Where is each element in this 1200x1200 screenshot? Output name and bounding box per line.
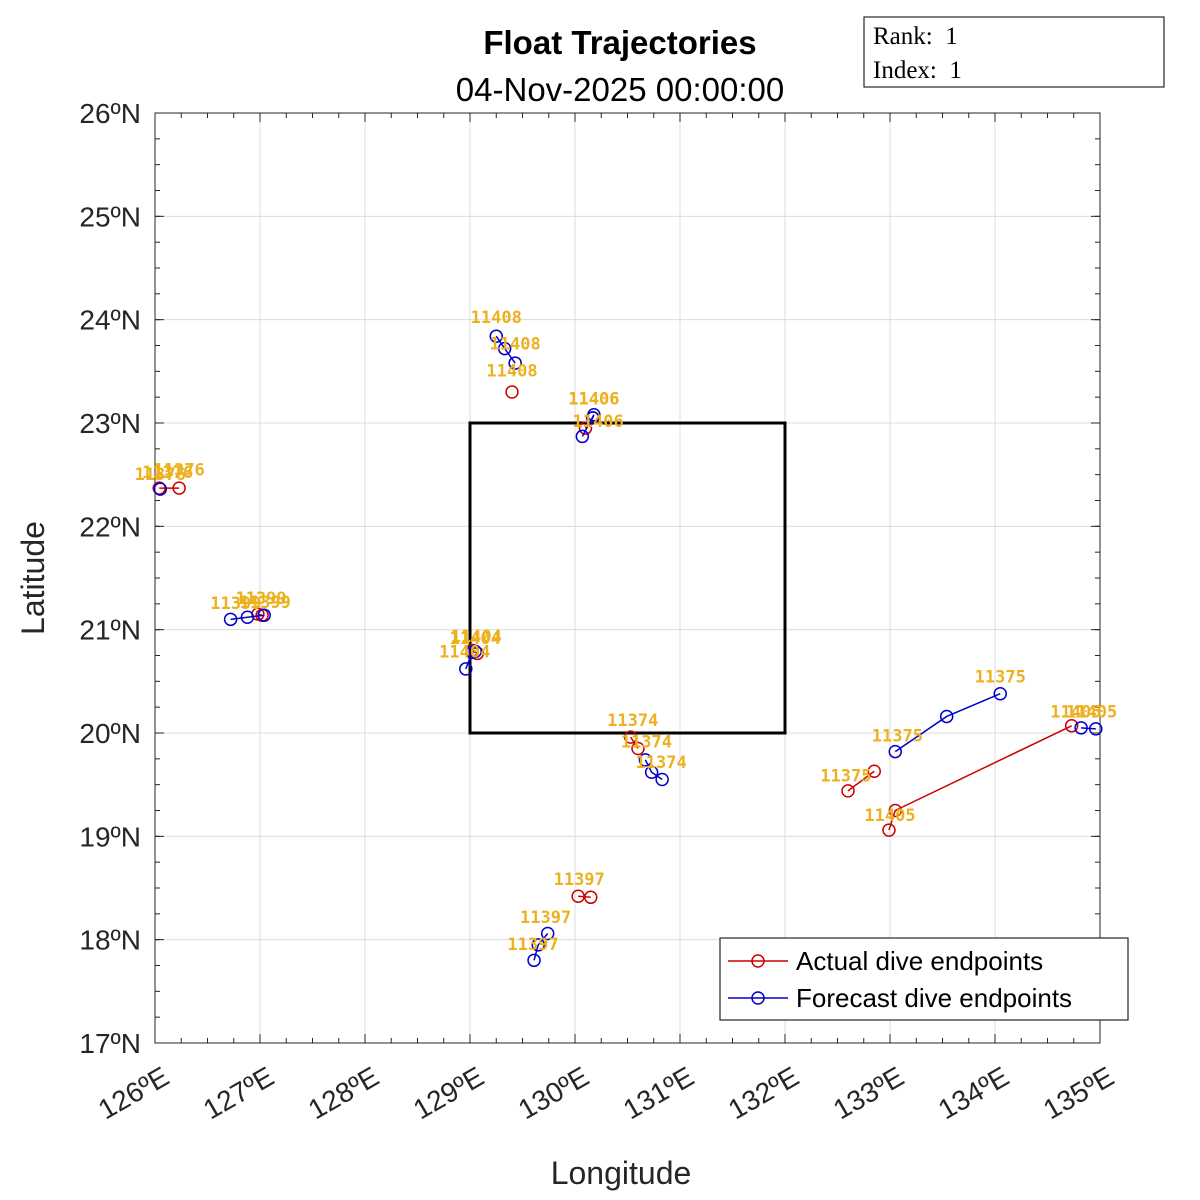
actual-endpoint-11397: [584, 890, 598, 905]
y-tick-label: 25ºN: [79, 201, 141, 232]
y-tick-label: 17ºN: [79, 1028, 141, 1059]
float-id-label: 11376: [154, 461, 205, 481]
series-forecast: [153, 329, 1103, 968]
actual-endpoint-11406: [578, 421, 593, 435]
float-id-label: 11399: [210, 594, 261, 614]
legend: Actual dive endpoints Forecast dive endp…: [719, 937, 1129, 1021]
y-tick-label: 26ºN: [79, 98, 141, 129]
forecast-endpoint-11376: [153, 482, 167, 496]
legend-forecast-label: Forecast dive endpoints: [796, 983, 1072, 1013]
legend-actual-marker: [751, 954, 765, 968]
chart-title: Float Trajectories: [483, 24, 756, 61]
actual-endpoint-11405: [1064, 719, 1079, 733]
float-id-label: 11405: [1050, 703, 1101, 723]
float-id-label: 11374: [621, 732, 672, 752]
actual-track-11374: [630, 736, 639, 749]
forecast-endpoint-11406: [586, 411, 600, 425]
info-index: Index: 1: [873, 57, 962, 84]
actual-endpoint-11375: [867, 764, 881, 778]
float-id-label: 11405: [1066, 703, 1117, 723]
float-id-labels: 1140811408114081140611406114061137611376…: [135, 308, 1118, 955]
region-box: [468, 421, 787, 735]
forecast-track-11374: [644, 759, 663, 781]
float-id-label: 11397: [520, 908, 571, 928]
forecast-endpoint-11399: [240, 610, 255, 625]
float-id-label: 11375: [820, 767, 871, 787]
float-id-label: 11405: [864, 806, 915, 826]
forecast-endpoint-11374: [655, 772, 669, 787]
float-id-label: 11397: [554, 870, 605, 890]
float-id-label: 11399: [235, 589, 286, 609]
float-id-label: 11404: [450, 629, 501, 649]
actual-track-11405: [888, 725, 1072, 831]
float-id-label: 11376: [142, 463, 193, 483]
x-axis-label: Longitude: [551, 1155, 692, 1191]
forecast-endpoint-11397: [540, 926, 555, 941]
forecast-track-11375: [894, 693, 1001, 753]
float-id-label: 11404: [439, 643, 490, 663]
float-id-label: 11406: [568, 389, 619, 409]
float-id-label: 11374: [636, 753, 687, 773]
actual-endpoint-11374: [631, 741, 645, 756]
legend-actual-label: Actual dive endpoints: [796, 946, 1043, 976]
float-id-label: 11397: [507, 935, 558, 955]
y-tick-label: 20ºN: [79, 718, 141, 749]
legend-frame: [719, 937, 1129, 1021]
forecast-endpoint-11406: [575, 429, 590, 444]
float-id-label: 11374: [607, 711, 658, 731]
forecast-endpoint-11405: [1074, 721, 1088, 735]
float-id-label: 11399: [240, 593, 291, 613]
forecast-endpoint-11375: [888, 744, 902, 759]
float-id-label: 11375: [872, 726, 923, 746]
info-box-frame: [863, 16, 1165, 88]
y-tick-label: 22ºN: [79, 511, 141, 542]
forecast-endpoint-11408: [508, 356, 522, 370]
forecast-endpoint-11399: [257, 608, 271, 622]
actual-endpoint-11405: [882, 823, 896, 837]
forecast-endpoint-11404: [459, 662, 473, 676]
forecast-track-11405: [1081, 727, 1096, 730]
actual-endpoint-11408: [505, 385, 519, 399]
y-tick-label: 21ºN: [79, 615, 141, 646]
y-axis-label: Latitude: [15, 521, 51, 635]
forecast-endpoint-11397: [531, 938, 545, 952]
forecast-endpoint-11397: [527, 953, 541, 968]
series-layer: [152, 329, 1103, 968]
actual-endpoint-11374: [623, 730, 638, 744]
forecast-endpoint-11374: [644, 765, 659, 780]
forecast-endpoint-11404: [468, 644, 482, 659]
legend-forecast-marker: [751, 991, 765, 1005]
forecast-endpoint-11408: [497, 341, 512, 356]
forecast-endpoint-11408: [489, 329, 503, 343]
forecast-endpoint-11405: [1089, 722, 1103, 736]
info-rank: Rank: 1: [873, 23, 958, 50]
float-id-label: 11375: [975, 667, 1026, 687]
chart-subtitle: 04-Nov-2025 00:00:00: [456, 71, 784, 108]
actual-endpoint-11376: [172, 481, 186, 495]
forecast-endpoint-11375: [939, 709, 954, 724]
float-id-label: 11408: [486, 362, 537, 382]
plot-frame: [154, 112, 1101, 1044]
float-id-label: 11404: [451, 627, 502, 647]
forecast-endpoint-11375: [993, 686, 1007, 701]
y-tick-label: 23ºN: [79, 408, 141, 439]
actual-endpoint-11375: [841, 784, 855, 798]
actual-endpoint-11405: [888, 803, 902, 818]
float-id-label: 11406: [573, 412, 624, 432]
y-tick-label: 18ºN: [79, 925, 141, 956]
forecast-track-11406: [581, 414, 595, 437]
y-tick-label: 24ºN: [79, 305, 141, 336]
float-id-label: 11376: [135, 465, 186, 485]
actual-endpoint-11376: [152, 481, 166, 495]
y-tick-label: 19ºN: [79, 821, 141, 852]
forecast-endpoint-11399: [223, 612, 238, 627]
info-box: Rank: 1 Index: 1: [863, 16, 1165, 88]
float-id-label: 11408: [490, 335, 541, 355]
forecast-endpoint-11374: [638, 753, 653, 767]
y-tick-labels: 17ºN 18ºN 19ºN 20ºN 21ºN 22ºN 23ºN 24ºN 25ºN 26ºN: [79, 98, 141, 1059]
float-id-label: 11408: [471, 308, 522, 328]
float-id-label: 11406: [568, 389, 619, 409]
